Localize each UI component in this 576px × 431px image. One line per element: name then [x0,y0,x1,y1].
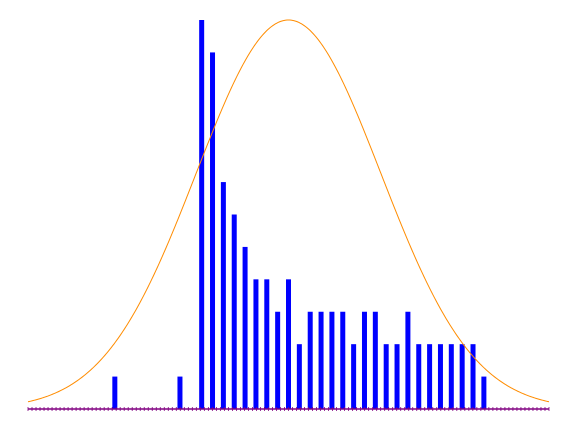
bar-35 [405,311,411,409]
bar-32 [372,311,378,409]
bar-19 [231,214,237,409]
normal-curve [27,19,550,403]
bar-31 [361,311,367,409]
bar-26 [307,311,313,409]
bar-36 [416,344,422,409]
bar-42 [481,376,487,409]
bar-23 [275,311,281,409]
bar-8 [112,376,118,409]
bar-37 [427,344,433,409]
bar-39 [448,344,454,409]
bar-41 [470,344,476,409]
bar-18 [220,182,226,409]
bar-34 [394,344,400,409]
bar-29 [340,311,346,409]
bar-27 [318,311,324,409]
bar-40 [459,344,465,409]
bar-25 [296,344,302,409]
bar-30 [351,344,357,409]
bar-16 [199,20,205,409]
bar-22 [264,279,270,409]
bar-17 [210,52,216,410]
bar-28 [329,311,335,409]
x-axis [27,407,550,411]
bar-24 [286,279,291,409]
bar-21 [253,279,259,409]
bar-33 [383,344,389,409]
bars-layer [112,20,487,410]
bar-20 [242,246,248,409]
bar-38 [437,344,443,409]
bar-14 [177,376,183,409]
